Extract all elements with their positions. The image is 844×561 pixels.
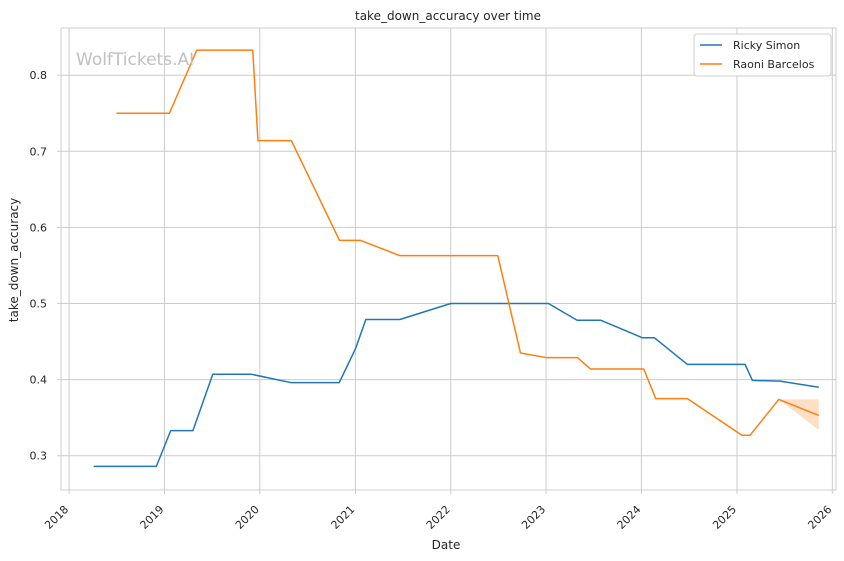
plot-frame (60, 27, 837, 491)
legend-box (693, 33, 832, 77)
y-tick-label: 0.5 (30, 298, 48, 311)
y-tick-label: 0.4 (30, 374, 48, 387)
confidence-bands (778, 399, 819, 430)
x-axis-label: Date (432, 538, 461, 552)
x-tick-label: 2025 (710, 503, 739, 532)
grid-lines (61, 28, 836, 490)
watermark: WolfTickets.AI (76, 50, 194, 70)
x-tick-label: 2018 (42, 503, 71, 532)
x-tick-label: 2024 (615, 503, 644, 532)
y-axis-ticks: 0.3 0.4 0.5 0.6 0.7 0.8 (30, 69, 61, 463)
legend-label-raoni-barcelos: Raoni Barcelos (733, 58, 815, 71)
x-tick-label: 2023 (519, 503, 548, 532)
series-line-raoni-barcelos (116, 49, 820, 436)
y-tick-label: 0.3 (30, 450, 48, 463)
x-tick-label: 2020 (233, 503, 262, 532)
y-axis-label: take_down_accuracy (7, 198, 21, 322)
x-tick-label: 2021 (329, 503, 358, 532)
y-tick-label: 0.8 (30, 69, 48, 82)
legend-label-ricky-simon: Ricky Simon (733, 39, 800, 52)
x-tick-label: 2022 (424, 503, 453, 532)
x-tick-label: 2026 (805, 503, 834, 532)
series-lines (93, 49, 820, 468)
series-line-ricky-simon (93, 302, 819, 468)
legend: Ricky Simon Raoni Barcelos (693, 33, 832, 77)
confidence-band-raoni-barcelos (778, 399, 819, 430)
y-tick-label: 0.6 (30, 221, 48, 234)
chart-title: take_down_accuracy over time (355, 9, 541, 23)
x-tick-label: 2019 (138, 503, 167, 532)
y-tick-label: 0.7 (30, 145, 48, 158)
plot-area (61, 28, 836, 490)
x-axis-ticks: 2018 2019 2020 2021 2022 2023 2024 2025 2026 (42, 490, 834, 532)
